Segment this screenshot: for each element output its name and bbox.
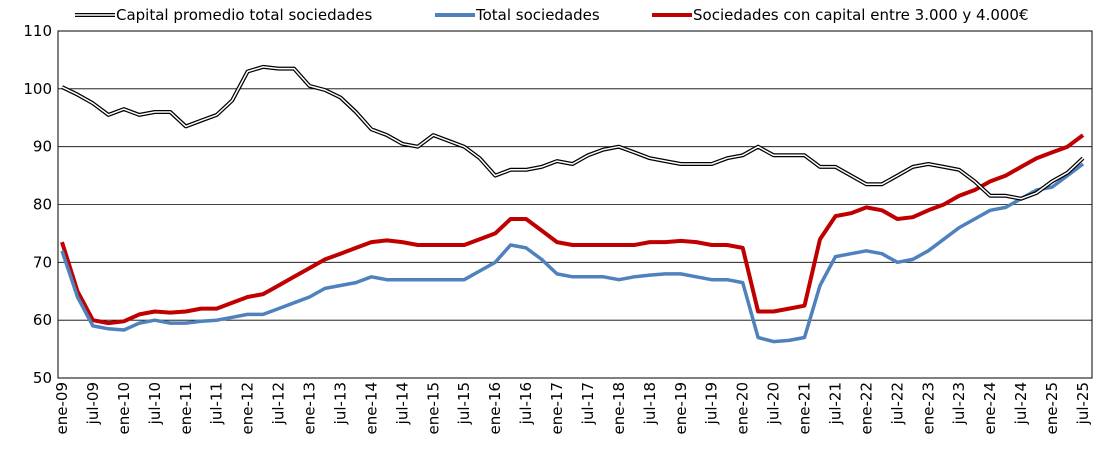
x-tick-label: jul-23 [950,382,968,425]
x-tick-label: ene-10 [115,382,133,434]
x-tick-label: ene-09 [53,382,71,434]
x-tick-label: ene-21 [796,382,814,434]
x-tick-label: ene-12 [239,382,257,434]
x-tick-label: ene-16 [486,382,504,434]
series-line [61,64,1085,201]
x-tick-label: jul-16 [517,382,535,425]
x-tick-label: ene-23 [919,382,937,434]
y-tick-label: 70 [33,253,52,271]
x-tick-label: jul-24 [1012,382,1030,425]
x-tick-label: jul-21 [826,382,844,425]
series-line [60,133,1085,326]
x-tick-label: jul-09 [84,382,102,425]
y-tick-label: 60 [33,311,52,329]
y-tick-label: 50 [33,369,52,387]
x-tick-label: ene-13 [301,382,319,434]
x-tick-label: ene-24 [981,382,999,434]
y-tick-label: 90 [33,138,52,156]
series-line-inner [61,66,1084,200]
x-tick-label: jul-18 [641,382,659,425]
series-line [60,162,1085,344]
y-tick-label: 100 [23,80,52,98]
x-tick-label: ene-19 [672,382,690,434]
y-tick-label: 80 [33,196,52,214]
x-tick-label: jul-17 [579,382,597,425]
x-tick-label: ene-11 [177,382,195,434]
legend-label: Capital promedio total sociedades [116,6,373,24]
x-tick-label: ene-25 [1043,382,1061,434]
x-tick-label: ene-22 [857,382,875,434]
y-tick-label: 110 [23,22,52,40]
x-tick-label: jul-12 [270,382,288,425]
x-tick-label: jul-13 [331,382,349,425]
x-tick-label: jul-22 [888,382,906,425]
x-tick-label: jul-14 [393,382,411,425]
x-tick-label: jul-10 [146,382,164,425]
x-tick-label: jul-19 [703,382,721,425]
x-tick-label: ene-18 [610,382,628,434]
x-tick-label: ene-17 [548,382,566,434]
x-tick-label: jul-11 [208,382,226,425]
legend-label: Total sociedades [475,6,600,24]
x-tick-label: ene-14 [362,382,380,434]
x-tick-label: ene-15 [424,382,442,434]
x-tick-label: jul-25 [1074,382,1092,425]
x-tick-label: jul-20 [765,382,783,425]
x-tick-label: jul-15 [455,382,473,425]
x-tick-label: ene-20 [734,382,752,434]
legend-label: Sociedades con capital entre 3.000 y 4.0… [693,6,1029,24]
